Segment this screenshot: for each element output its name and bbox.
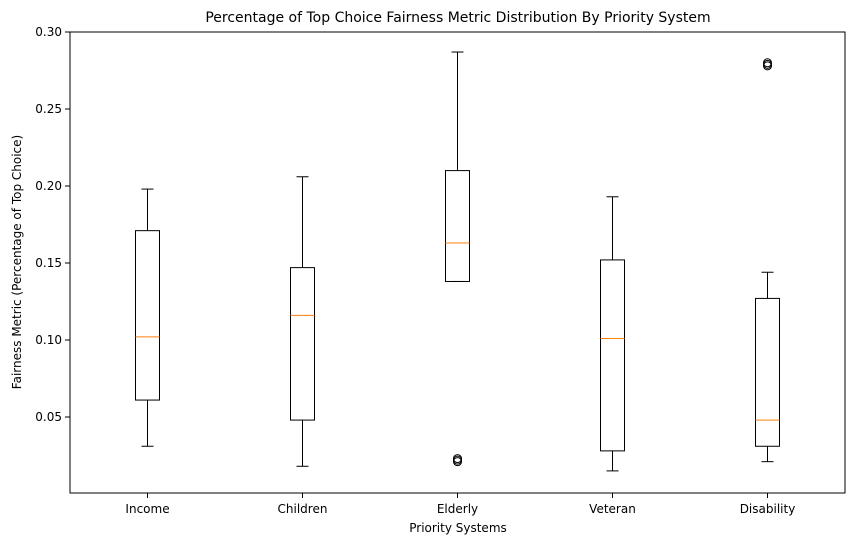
x-tick-label: Veteran <box>589 502 636 516</box>
iqr-box <box>755 297 780 447</box>
x-axis-label: Priority Systems <box>409 521 507 535</box>
box-veteran <box>600 196 625 472</box>
y-tick-label: 0.15 <box>35 256 62 270</box>
iqr-box <box>445 170 470 282</box>
box-income <box>135 188 160 447</box>
iqr-box <box>600 259 625 452</box>
y-tick-label: 0.30 <box>35 25 62 39</box>
chart-title: Percentage of Top Choice Fairness Metric… <box>205 10 710 26</box>
x-tick-label: Income <box>125 502 169 516</box>
outlier-point <box>453 454 462 464</box>
x-axis: Income Children Elderly Veteran Disability <box>125 493 795 516</box>
iqr-box <box>135 230 160 401</box>
outlier-point <box>763 58 772 68</box>
box-disability <box>755 58 780 463</box>
y-tick-label: 0.25 <box>35 102 62 116</box>
iqr-box <box>290 267 315 421</box>
y-axis: 0.05 0.10 0.15 0.20 0.25 0.30 <box>35 25 70 424</box>
x-tick-label: Disability <box>740 502 796 516</box>
x-tick-label: Children <box>278 502 328 516</box>
y-tick-label: 0.20 <box>35 179 62 193</box>
boxes-group <box>135 51 780 472</box>
y-axis-label: Fairness Metric (Percentage of Top Choic… <box>10 135 24 389</box>
box-elderly <box>445 51 470 467</box>
y-tick-label: 0.05 <box>35 410 62 424</box>
y-tick-label: 0.10 <box>35 333 62 347</box>
x-tick-label: Elderly <box>437 502 478 516</box>
box-children <box>290 176 315 467</box>
